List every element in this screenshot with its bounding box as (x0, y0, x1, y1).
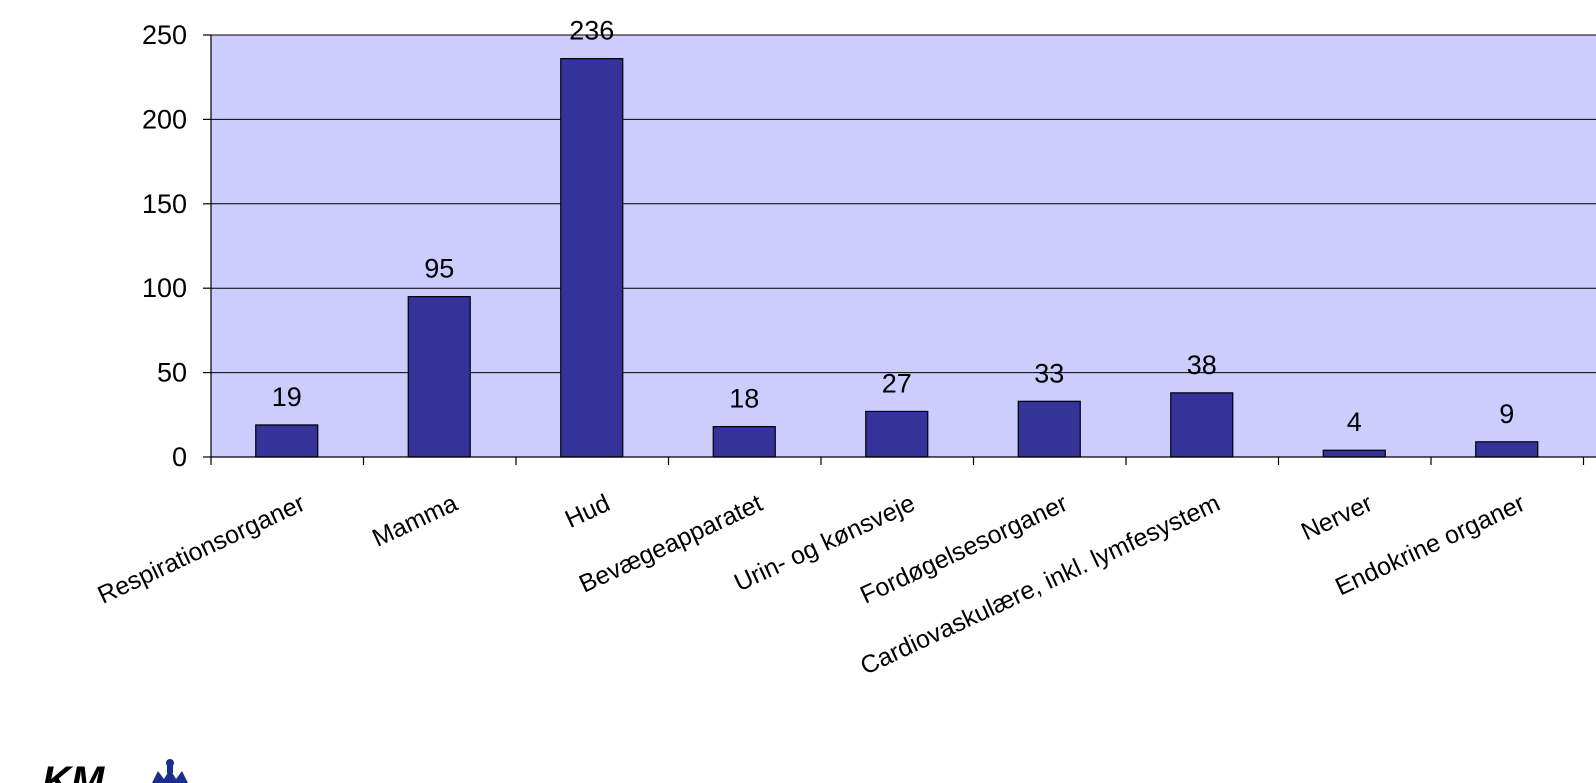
bar (407, 296, 471, 458)
bar (560, 58, 624, 458)
category-label: Respirationsorganer (93, 489, 309, 610)
category-label: Mamma (368, 489, 462, 553)
y-tick-label: 150 (142, 189, 187, 219)
data-label: 18 (729, 384, 759, 414)
data-label: 4 (1347, 407, 1362, 437)
logo: KM (42, 759, 188, 783)
bar (1475, 441, 1539, 458)
data-labels: 19 95 236 18 27 33 38 4 9 (272, 16, 1515, 438)
data-label: 33 (1034, 358, 1064, 388)
bar (255, 424, 319, 458)
axes (203, 34, 1596, 465)
logo-text: KM (42, 759, 106, 783)
bar (1322, 449, 1386, 458)
x-axis-category-labels: Respirationsorganer Mamma HudBevægeapparat… (93, 489, 1529, 681)
data-label: 236 (569, 16, 614, 46)
bar (1017, 400, 1081, 458)
bar (712, 426, 776, 458)
y-tick-label: 250 (142, 20, 187, 50)
data-label: 9 (1499, 399, 1514, 429)
y-tick-label: 100 (142, 273, 187, 303)
crown-icon (152, 759, 188, 783)
y-tick-label: 200 (142, 104, 187, 134)
data-label: 27 (882, 368, 912, 398)
y-axis-tick-labels: 0 50 100 150 200 250 (142, 20, 187, 472)
category-label: Hud (561, 489, 614, 534)
category-label: Nerver (1297, 489, 1377, 546)
bar (1170, 392, 1234, 458)
y-tick-label: 50 (157, 358, 187, 388)
data-label: 38 (1187, 350, 1217, 380)
y-tick-label: 0 (172, 442, 187, 472)
data-label: 19 (272, 382, 302, 412)
data-label: 95 (424, 254, 454, 284)
bars (255, 58, 1539, 458)
bar (865, 410, 929, 458)
